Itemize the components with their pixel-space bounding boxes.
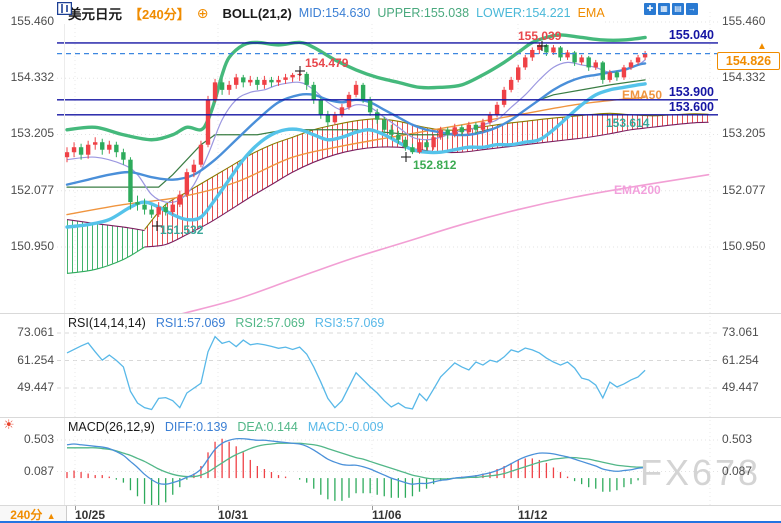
price-tick-label: 154.332: [722, 70, 766, 85]
chart-annotation: 151.532: [160, 223, 204, 237]
rsi-tick-label: 49.447: [17, 380, 54, 394]
boll-upper-value: UPPER:155.038: [377, 6, 470, 20]
chart-header: 美元日元 【240分】 ⊕ BOLL(21,2) MID:154.630 UPP…: [57, 2, 605, 24]
add-indicator-icon[interactable]: ⊕: [196, 4, 209, 21]
price-tick-label: 155.460: [722, 14, 766, 28]
price-alert-marker-icon: ▲: [757, 41, 767, 52]
price-tick-label: 153.205: [722, 126, 766, 141]
chart-annotation: EMA200: [614, 183, 661, 197]
macd-tick-label: 0.087: [722, 463, 753, 478]
chart-annotation: 153.614: [606, 116, 650, 130]
rsi-pane: [66, 335, 646, 411]
level-price-tag: 155.040: [668, 27, 714, 42]
chart-annotation: 152.812: [413, 158, 457, 172]
price-tick-label: 152.077: [722, 182, 766, 197]
macd-pane: [66, 437, 646, 505]
interval-selector[interactable]: 240分 ▲: [0, 506, 67, 523]
date-tick-label: 11/12: [518, 508, 548, 522]
pane-divider: [0, 417, 781, 418]
pan-icon[interactable]: ✚: [644, 3, 656, 15]
rsi-title[interactable]: RSI(14,14,14): [68, 316, 146, 330]
price-tick-label: 154.332: [10, 70, 54, 85]
gridlines: [57, 12, 718, 505]
overlay-boll-upper: [65, 33, 647, 142]
chart-toolbar: ✚ ▦ ▤ →: [644, 3, 698, 15]
price-tick-label: 150.950: [10, 238, 54, 253]
macd-tick-label: 0.087: [23, 463, 54, 478]
date-tick-label: 10/25: [75, 508, 106, 522]
rsi-tick-label: 73.061: [17, 325, 54, 339]
chevron-up-icon: ▲: [46, 511, 56, 521]
chart-annotation: 155.039: [518, 29, 562, 43]
overlay-boll-lower: [65, 82, 647, 229]
overlay-ema50: [66, 96, 646, 216]
time-axis-bar: 240分 ▲ 10/25 10/31 11/06 11/12: [0, 506, 781, 523]
date-tick-label: 10/31: [218, 508, 249, 522]
macd-header: MACD(26,12,9) DIFF:0.139 DEA:0.144 MACD:…: [68, 420, 384, 434]
price-tick-label: 153.205: [10, 126, 54, 141]
exit-icon[interactable]: →: [686, 3, 698, 15]
plot-left-border: [64, 12, 65, 505]
rsi1-value: RSI1:57.069: [155, 316, 226, 330]
price-tick-label: 155.460: [10, 14, 54, 28]
rsi-header: RSI(14,14,14) RSI1:57.069 RSI2:57.069 RS…: [68, 316, 384, 330]
date-tick-mark: [218, 506, 219, 510]
grid-scale-icon[interactable]: ▦: [658, 3, 670, 15]
rsi-tick-label: 61.254: [722, 352, 759, 367]
rsi-tick-label: 61.254: [17, 352, 54, 367]
overlay-ema200: [181, 173, 710, 313]
pane-divider: [0, 313, 781, 314]
rsi-tick-label: 73.061: [722, 325, 759, 339]
level-price-tag: 153.900: [668, 84, 714, 99]
draw-tools-icon[interactable]: ▤: [672, 3, 684, 15]
window-bottom-border: [0, 521, 781, 523]
interval-selector-label: 240分: [10, 508, 43, 522]
boll-lower-value: LOWER:154.221: [476, 6, 571, 20]
rsi3-value: RSI3:57.069: [314, 316, 385, 330]
candles: [64, 43, 648, 218]
macd-marker-icon[interactable]: ☀: [3, 417, 15, 432]
boll-label[interactable]: BOLL(21,2): [222, 5, 292, 21]
date-tick-mark: [518, 506, 519, 510]
rsi-tick-label: 49.447: [722, 380, 759, 394]
macd-dea-value: DEA:0.144: [237, 420, 298, 434]
rsi2-value: RSI2:57.069: [235, 316, 305, 330]
macd-tick-label: 0.503: [23, 432, 54, 446]
chart-annotation: 154.479: [305, 56, 349, 70]
date-tick-mark: [372, 506, 373, 510]
watermark: FX678: [640, 452, 762, 493]
macd-hist-value: MACD:-0.009: [307, 420, 384, 434]
chart-annotation: EMA50: [622, 88, 663, 102]
price-tick-label: 150.950: [722, 238, 766, 253]
boll-mid-value: MID:154.630: [298, 6, 371, 20]
macd-title[interactable]: MACD(26,12,9): [68, 420, 155, 434]
macd-tick-label: 0.503: [722, 432, 753, 446]
date-tick-mark: [75, 506, 76, 510]
pane-divider: [0, 505, 781, 506]
macd-diff-value: DIFF:0.139: [164, 420, 228, 434]
ema-label[interactable]: EMA: [577, 6, 605, 20]
current-price-tag: 154.826: [717, 52, 780, 70]
level-price-tag: 153.600: [668, 99, 714, 114]
price-tick-label: 152.077: [10, 182, 54, 197]
symbol-name: 美元日元: [68, 7, 122, 22]
date-tick-label: 11/06: [372, 508, 402, 522]
interval-badge[interactable]: 【240分】: [129, 6, 190, 22]
main-pane: [64, 33, 710, 313]
